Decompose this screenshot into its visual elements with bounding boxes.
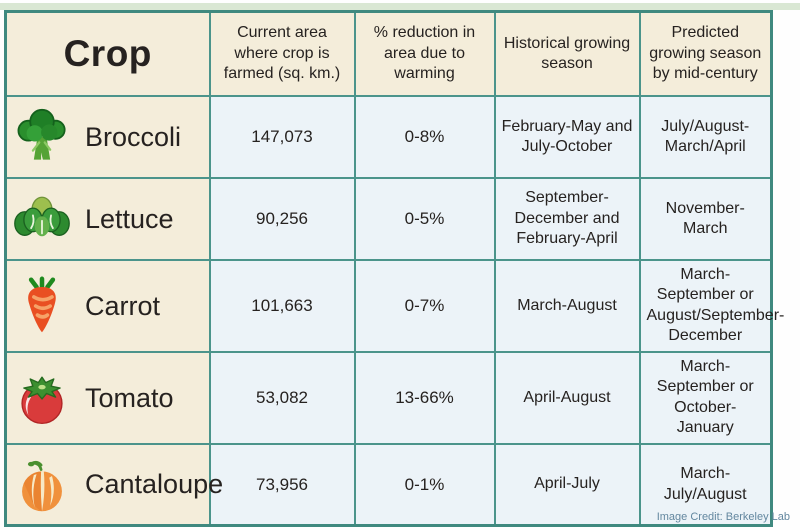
historical-season-value: March-August	[493, 259, 641, 353]
area-value: 147,073	[208, 95, 356, 179]
top-accent-strip	[0, 3, 800, 10]
broccoli-icon	[17, 108, 66, 160]
header-reduction: % reduction in area due to warming	[353, 10, 496, 97]
crop-cell: Cantaloupe	[4, 442, 223, 527]
crop-cell: Tomato	[4, 350, 211, 445]
historical-season-value: September-December and February-April	[493, 177, 641, 261]
table-row-broccoli: Broccoli 147,073 0-8% February-May and J…	[4, 95, 773, 179]
area-value: 101,663	[208, 259, 356, 353]
predicted-season-value: November-March	[638, 177, 773, 261]
table-row-tomato: Tomato 53,082 13-66% April-August March-…	[4, 350, 773, 445]
crop-name: Lettuce	[85, 203, 174, 234]
header-row: Crop Current area where crop is farmed (…	[4, 10, 773, 97]
lettuce-icon	[14, 196, 70, 237]
crop-cell: Lettuce	[4, 177, 211, 261]
header-current-area: Current area where crop is farmed (sq. k…	[208, 10, 356, 97]
image-credit: Image Credit: Berkeley Lab	[656, 511, 790, 523]
crop-name: Tomato	[85, 382, 174, 413]
crop-cell: Broccoli	[4, 95, 211, 179]
crop-name: Broccoli	[85, 121, 182, 152]
crop-name: Carrot	[85, 290, 161, 321]
crop-table: Crop Current area where crop is farmed (…	[4, 10, 784, 528]
historical-season-value: April-August	[493, 350, 641, 445]
historical-season-value: April-July	[493, 442, 641, 527]
table-row-carrot: Carrot 101,663 0-7% March-August March-S…	[4, 259, 784, 353]
crop-name: Cantaloupe	[85, 469, 224, 500]
historical-season-value: February-May and July-October	[493, 95, 641, 179]
crop-cell: Carrot	[4, 259, 211, 353]
area-value: 53,082	[208, 350, 356, 445]
area-value: 73,956	[208, 442, 356, 527]
reduction-value: 0-7%	[353, 259, 496, 353]
reduction-value: 0-5%	[353, 177, 496, 261]
carrot-icon	[28, 276, 56, 333]
predicted-season-value: March-July/August	[638, 442, 773, 527]
predicted-season-value: March-September or October-January	[638, 350, 773, 445]
reduction-value: 0-1%	[353, 442, 496, 527]
table-row-cantaloupe: Cantaloupe 73,956 0-1% April-July March-…	[4, 442, 773, 527]
header-crop: Crop	[4, 10, 211, 97]
tomato-icon	[21, 376, 63, 424]
header-predicted-season: Predicted growing season by mid-century	[638, 10, 773, 97]
reduction-value: 13-66%	[353, 350, 496, 445]
reduction-value: 0-8%	[353, 95, 496, 179]
table-row-lettuce: Lettuce 90,256 0-5% September-December a…	[4, 177, 773, 261]
predicted-season-value: March-September or August/September-Dece…	[638, 259, 784, 353]
header-historical-season: Historical growing season	[493, 10, 641, 97]
area-value: 90,256	[208, 177, 356, 261]
cantaloupe-icon	[22, 460, 62, 511]
predicted-season-value: July/August-March/April	[638, 95, 773, 179]
